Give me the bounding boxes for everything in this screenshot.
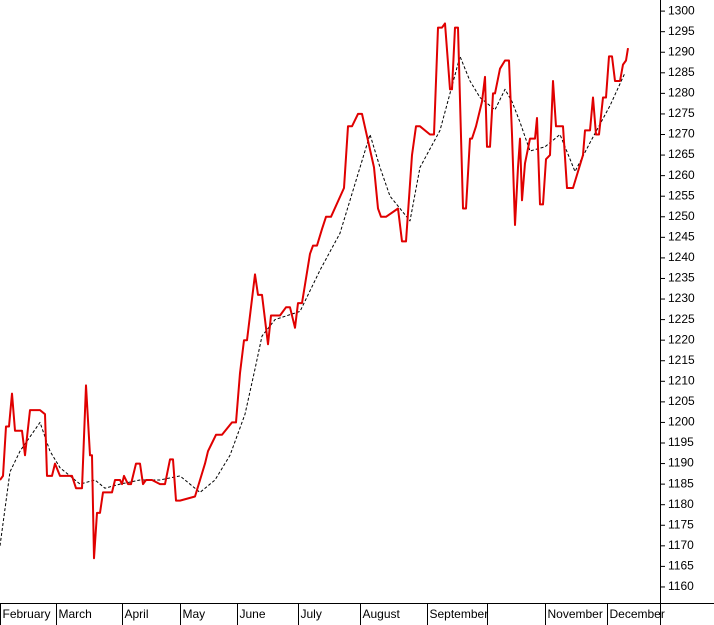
y-tick-label: 1270	[668, 127, 695, 141]
y-tick-label: 1195	[668, 435, 694, 449]
y-tick-label: 1210	[668, 373, 695, 387]
y-tick-label: 1180	[668, 497, 694, 511]
y-tick-label: 1200	[668, 415, 695, 429]
y-tick-label: 1185	[668, 476, 694, 490]
x-tick-label: March	[59, 607, 92, 621]
y-tick-label: 1240	[668, 250, 695, 264]
x-tick-label: June	[240, 607, 266, 621]
x-tick-label: February	[3, 607, 51, 621]
y-tick-label: 1285	[668, 65, 695, 79]
y-tick-label: 1275	[668, 106, 695, 120]
y-tick-label: 1165	[668, 559, 694, 573]
y-tick-label: 1250	[668, 209, 695, 223]
y-tick-label: 1205	[668, 394, 695, 408]
y-tick-label: 1290	[668, 44, 695, 58]
y-tick-label: 1190	[668, 456, 694, 470]
y-tick-label: 1230	[668, 291, 695, 305]
x-tick-label: August	[363, 607, 401, 621]
x-tick-label: September	[430, 607, 489, 621]
y-tick-label: 1160	[668, 579, 694, 593]
y-tick-label: 1235	[668, 271, 695, 285]
y-tick-label: 1215	[668, 353, 695, 367]
y-tick-label: 1245	[668, 230, 695, 244]
x-tick-label: April	[125, 607, 149, 621]
y-tick-label: 1260	[668, 168, 695, 182]
y-tick-label: 1225	[668, 312, 695, 326]
y-tick-label: 1300	[668, 3, 695, 17]
y-tick-label: 1175	[668, 517, 694, 531]
x-tick-label: May	[183, 607, 206, 621]
x-tick-label: December	[610, 607, 665, 621]
y-tick-label: 1220	[668, 332, 695, 346]
y-tick-label: 1255	[668, 188, 695, 202]
y-tick-label: 1295	[668, 24, 695, 38]
x-tick-label: November	[548, 607, 603, 621]
price-line	[0, 22, 629, 560]
y-tick-label: 1265	[668, 147, 695, 161]
y-tick-label: 1280	[668, 86, 695, 100]
price-line	[0, 55, 626, 546]
x-tick-label: July	[301, 607, 322, 621]
y-tick-label: 1170	[668, 538, 694, 552]
